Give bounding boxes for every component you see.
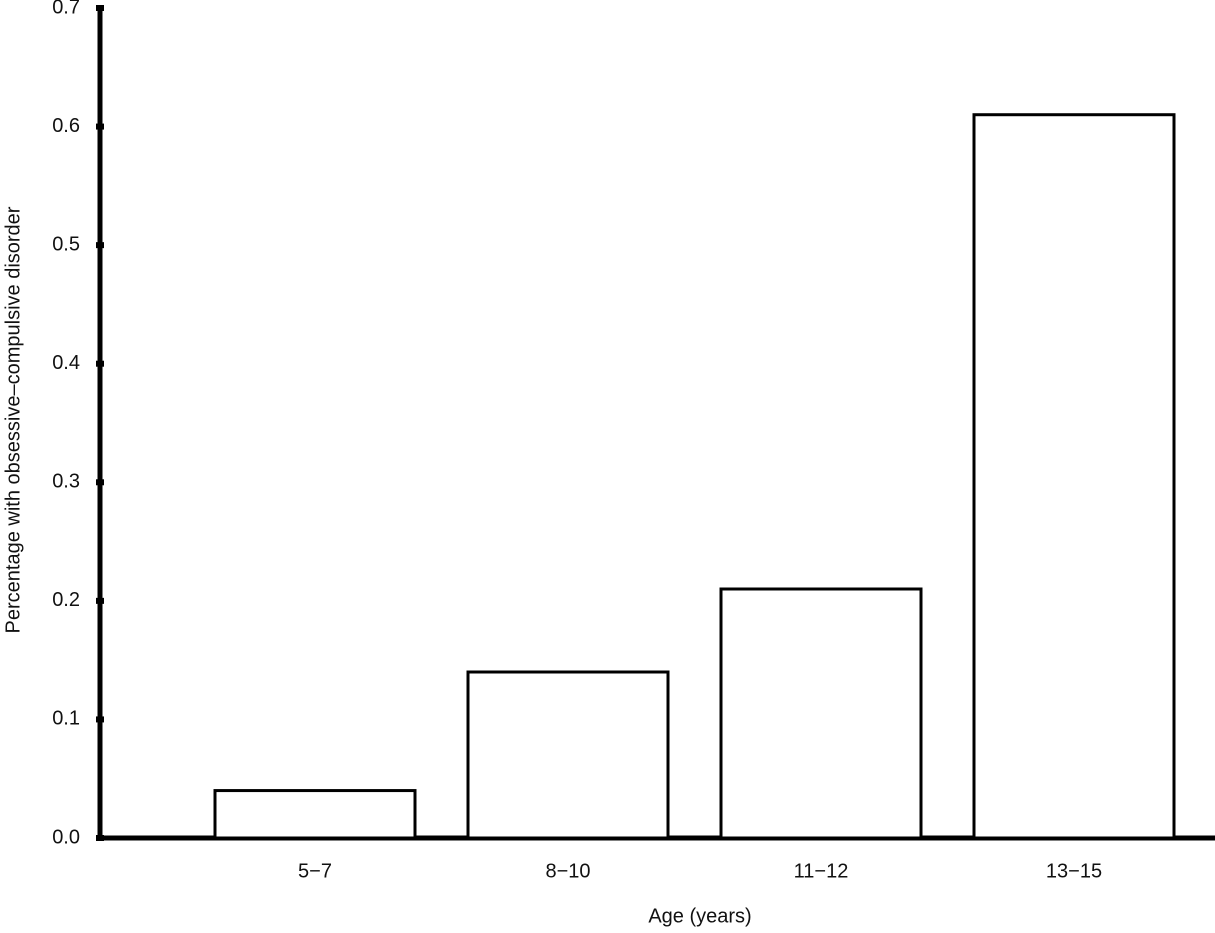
x-axis-label: Age (years) xyxy=(648,905,751,927)
x-tick-label: 11−12 xyxy=(794,860,849,882)
y-tick-label: 0.6 xyxy=(52,115,80,137)
x-tick-label: 5−7 xyxy=(298,860,332,882)
bar xyxy=(213,789,417,840)
y-tick-label: 0.7 xyxy=(52,0,80,18)
bar xyxy=(466,670,670,840)
y-tick-label: 0.5 xyxy=(52,233,80,255)
y-tick-label: 0.2 xyxy=(52,589,80,611)
y-axis-label: Percentage with obsessive–compulsive dis… xyxy=(2,206,24,633)
bar xyxy=(719,587,923,840)
x-tick-label: 8−10 xyxy=(545,860,590,882)
bar xyxy=(972,113,1176,840)
y-tick-label: 0.4 xyxy=(52,352,80,374)
y-tick-label: 0.0 xyxy=(52,826,80,848)
x-tick-label: 13−15 xyxy=(1046,860,1102,882)
y-tick-label: 0.3 xyxy=(52,471,80,493)
y-tick-label: 0.1 xyxy=(52,708,80,730)
